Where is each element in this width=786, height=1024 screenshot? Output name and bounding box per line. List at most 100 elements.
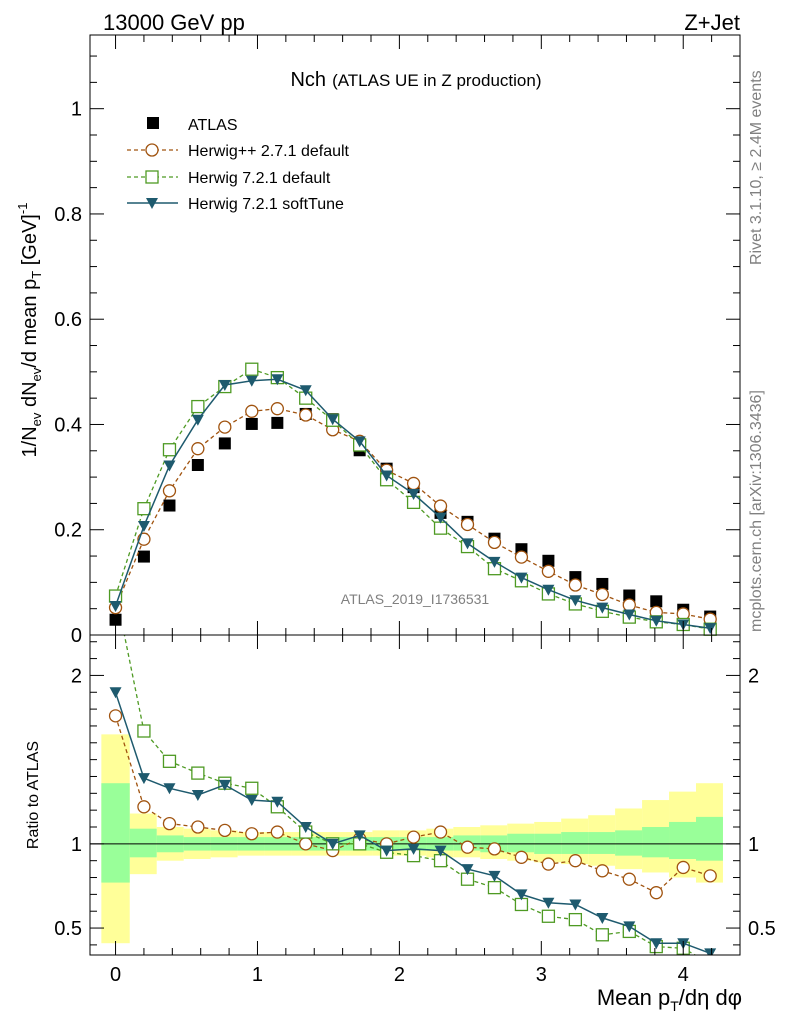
ratio-point-herwigpp: [137, 800, 151, 814]
main-axis-ticks: 0 0.2 0.4 0.6 0.8 1: [54, 35, 740, 647]
ratio-point-herwigpp: [676, 860, 690, 875]
ratio-point-herwigpp: [245, 827, 259, 841]
data-point-softtune: [434, 512, 447, 524]
data-point-softtune: [407, 488, 420, 500]
data-point-atlas: [650, 595, 663, 608]
ratio-point-softtune: [326, 838, 339, 850]
ratio-point-herwig721: [568, 912, 583, 927]
legend-label-softtune: Herwig 7.2.1 softTune: [188, 196, 344, 213]
uncertainty-band-inner: [696, 816, 723, 861]
ratio-plot-content: [90, 635, 740, 969]
ratio-point-softtune: [380, 845, 393, 857]
ratio-point-herwig721: [245, 781, 259, 795]
data-point-herwigpp: [595, 587, 609, 602]
svg-text:1/Nev dNev/d mean pT [GeV]-1: 1/Nev dNev/d mean pT [GeV]-1: [15, 203, 44, 458]
ratio-point-softtune: [542, 897, 555, 909]
data-point-herwigpp: [245, 404, 259, 418]
ratio-point-herwigpp: [433, 825, 448, 839]
data-point-softtune: [650, 615, 663, 627]
data-point-softtune: [271, 374, 284, 386]
ratio-y-tick-label-left: 2: [71, 665, 82, 687]
x-tick-label: 4: [678, 964, 689, 986]
ratio-point-herwigpp: [514, 850, 529, 864]
ratio-point-herwig721: [595, 928, 609, 942]
ratio-plot-panel: 0.5 0.5 1 1 2 2 0 1 2 3 4 Ratio to ATLAS Mean pT/d…: [25, 634, 776, 1014]
data-point-herwigpp: [487, 535, 502, 550]
data-point-softtune: [245, 375, 258, 387]
data-point-atlas: [542, 554, 555, 567]
ratio-y-tick-label-right: 0.5: [748, 918, 776, 940]
main-y-tick-label: 0.6: [54, 309, 82, 331]
ratio-point-softtune: [245, 795, 258, 807]
data-point-herwig721: [137, 502, 151, 516]
data-point-herwigpp: [433, 499, 448, 513]
data-point-atlas: [271, 416, 284, 429]
ratio-point-softtune: [353, 830, 366, 842]
main-y-tick-label: 0.2: [54, 520, 82, 542]
ratio-point-softtune: [109, 687, 122, 699]
ratio-point-herwig721: [541, 909, 556, 923]
ratio-point-herwigpp: [270, 825, 284, 839]
data-point-herwigpp: [514, 550, 529, 564]
plot-title-group: Nch (ATLAS UE in Z production): [290, 69, 541, 91]
ratio-line-herwigpp: [114, 715, 711, 894]
data-point-herwigpp: [460, 517, 475, 532]
ratio-point-softtune: [650, 938, 663, 950]
data-point-herwig721: [433, 521, 448, 535]
ratio-point-softtune: [299, 822, 312, 833]
ratio-point-softtune: [407, 843, 420, 855]
main-y-axis-label: 1/Nev dNev/d mean pT [GeV]-1: [15, 203, 44, 458]
ratio-point-softtune: [515, 889, 528, 901]
data-point-softtune: [299, 385, 312, 397]
main-y-tick-label: 0.4: [54, 414, 82, 436]
ratio-point-herwigpp: [460, 840, 475, 854]
uncertainty-band-inner: [101, 783, 130, 883]
ratio-point-herwigpp: [703, 869, 717, 883]
main-plot-content: [108, 362, 717, 636]
data-point-atlas: [191, 459, 204, 471]
data-point-herwigpp: [270, 402, 284, 416]
data-point-herwigpp: [191, 442, 205, 456]
ratio-y-tick-label-left: 0.5: [54, 918, 82, 940]
legend-label-herwig721: Herwig 7.2.1 default: [188, 170, 331, 187]
legend-label-atlas: ATLAS: [188, 117, 238, 134]
legend-marker-softtune: [146, 198, 158, 209]
data-point-softtune: [380, 470, 393, 482]
legend-marker-herwig721: [145, 170, 159, 184]
data-point-softtune: [191, 414, 204, 426]
ratio-point-herwig721: [704, 957, 716, 969]
legend-marker-atlas: [147, 117, 159, 129]
ratio-point-softtune: [488, 870, 501, 882]
plot-title: Nch: [290, 69, 326, 91]
ratio-point-herwigpp: [218, 823, 232, 838]
ratio-point-herwigpp: [595, 864, 609, 878]
data-point-herwigpp: [162, 484, 177, 498]
data-point-softtune: [542, 584, 555, 596]
ratio-point-herwigpp: [622, 872, 636, 886]
x-tick-label: 2: [394, 964, 405, 986]
data-point-softtune: [137, 521, 150, 533]
ratio-series-group: [108, 635, 717, 969]
data-point-herwig721: [162, 443, 177, 457]
data-point-softtune: [623, 609, 636, 621]
uncertainty-band-inner: [561, 832, 589, 854]
ratio-point-herwigpp: [541, 857, 556, 871]
ratio-point-softtune: [704, 948, 717, 955]
main-plot-panel: 0 0.2 0.4 0.6 0.8 1 Nch (ATLAS UE in Z product…: [15, 34, 741, 647]
data-point-softtune: [218, 380, 231, 391]
data-point-atlas: [163, 499, 176, 512]
data-point-softtune: [596, 602, 609, 614]
data-point-herwigpp: [622, 598, 636, 612]
data-point-softtune: [569, 595, 582, 607]
data-point-softtune: [704, 623, 717, 635]
data-point-herwigpp: [218, 420, 232, 434]
data-point-herwigpp: [541, 564, 556, 578]
ratio-point-herwigpp: [191, 820, 205, 834]
ratio-y-tick-label-right: 2: [748, 665, 759, 687]
ratio-point-herwigpp: [406, 830, 421, 844]
data-point-herwigpp: [406, 476, 421, 491]
ratio-plot-frame: [89, 634, 741, 956]
ratio-point-softtune: [271, 796, 284, 808]
plot-subtitle: (ATLAS UE in Z production): [332, 71, 541, 90]
